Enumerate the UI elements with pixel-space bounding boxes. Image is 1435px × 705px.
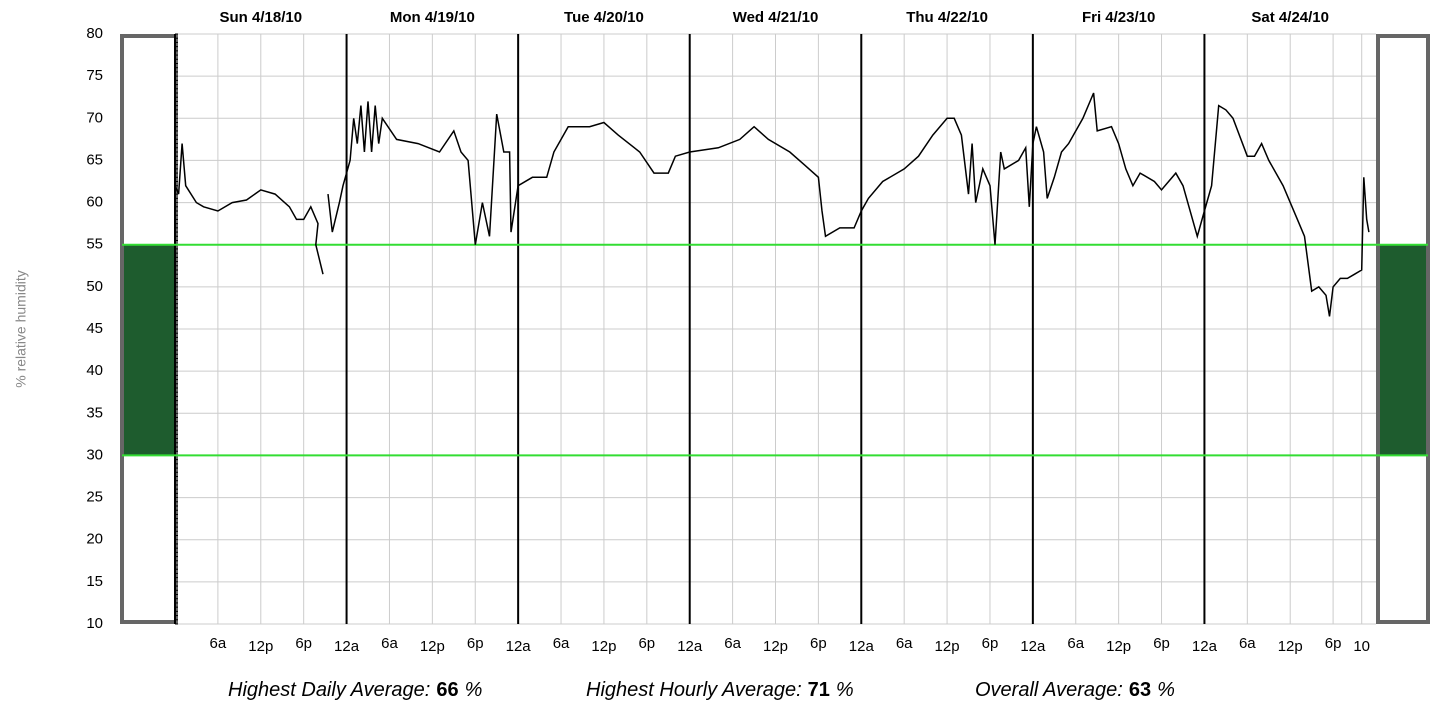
x-tick-label: 6a [210, 635, 227, 652]
x-tick-label: 12p [420, 638, 445, 655]
stat-value: 63 [1129, 679, 1151, 701]
x-tick-label: 12a [506, 638, 532, 655]
y-tick-label: 30 [86, 446, 103, 463]
day-label: Sat 4/24/10 [1251, 9, 1329, 26]
y-tick-label: 15 [86, 573, 103, 590]
y-tick-label: 35 [86, 404, 103, 421]
x-tick-label: 12a [849, 638, 875, 655]
y-tick-label: 80 [86, 25, 103, 42]
y-tick-label: 55 [86, 236, 103, 253]
x-tick-label: 12p [591, 638, 616, 655]
x-tick-label: 6p [1153, 635, 1170, 652]
y-tick-label: 60 [86, 194, 103, 211]
stat: Highest Hourly Average: 71% [586, 679, 854, 701]
y-tick-label: 20 [86, 531, 103, 548]
side-box [1376, 34, 1430, 624]
x-tick-label: 12p [763, 638, 788, 655]
y-tick-label: 70 [86, 109, 103, 126]
y-tick-label: 25 [86, 489, 103, 506]
stat-label: Overall Average: [975, 679, 1123, 701]
x-tick-label: 6p [467, 635, 484, 652]
x-tick-label: 6p [810, 635, 827, 652]
x-tick-label: 12a [677, 638, 703, 655]
x-tick-label: 12a [1020, 638, 1046, 655]
band-fill [122, 244, 176, 456]
x-tick-label: 12p [935, 638, 960, 655]
x-tick-label: 6a [553, 635, 570, 652]
data-line [174, 143, 324, 275]
stat-unit: % [465, 679, 483, 701]
y-tick-label: 50 [86, 278, 103, 295]
stat: Overall Average: 63% [975, 679, 1175, 701]
y-tick-label: 75 [86, 67, 103, 84]
x-tick-label: 6a [1239, 635, 1256, 652]
x-tick-label: 6a [381, 635, 398, 652]
day-label: Mon 4/19/10 [390, 9, 475, 26]
y-axis-label: % relative humidity [13, 270, 29, 388]
x-tick-label: 12p [248, 638, 273, 655]
stat-label: Highest Hourly Average: [586, 679, 802, 701]
y-tick-label: 65 [86, 151, 103, 168]
day-label: Wed 4/21/10 [733, 9, 819, 26]
day-label: Fri 4/23/10 [1082, 9, 1155, 26]
x-tick-label: 12p [1278, 638, 1303, 655]
band-fill [1378, 244, 1428, 456]
y-tick-label: 10 [86, 615, 103, 632]
x-tick-label: 10 [1353, 638, 1370, 655]
x-tick-label: 12a [334, 638, 360, 655]
x-tick-label: 6p [295, 635, 312, 652]
x-tick-label: 12a [1192, 638, 1218, 655]
x-tick-label: 6p [638, 635, 655, 652]
x-tick-label: 6p [1325, 635, 1342, 652]
x-tick-label: 6p [982, 635, 999, 652]
x-tick-label: 6a [724, 635, 741, 652]
stat: Highest Daily Average: 66% [228, 679, 482, 701]
stat-value: 71 [808, 679, 830, 701]
stat-label: Highest Daily Average: [228, 679, 430, 701]
y-tick-label: 45 [86, 320, 103, 337]
stat-unit: % [836, 679, 854, 701]
data-line [327, 92, 1370, 317]
stat-value: 66 [436, 679, 458, 701]
x-tick-label: 6a [896, 635, 913, 652]
day-label: Tue 4/20/10 [564, 9, 644, 26]
x-tick-label: 12p [1106, 638, 1131, 655]
day-label: Thu 4/22/10 [906, 9, 988, 26]
x-tick-label: 6a [1067, 635, 1084, 652]
stat-unit: % [1157, 679, 1175, 701]
y-tick-label: 40 [86, 362, 103, 379]
day-label: Sun 4/18/10 [220, 9, 303, 26]
